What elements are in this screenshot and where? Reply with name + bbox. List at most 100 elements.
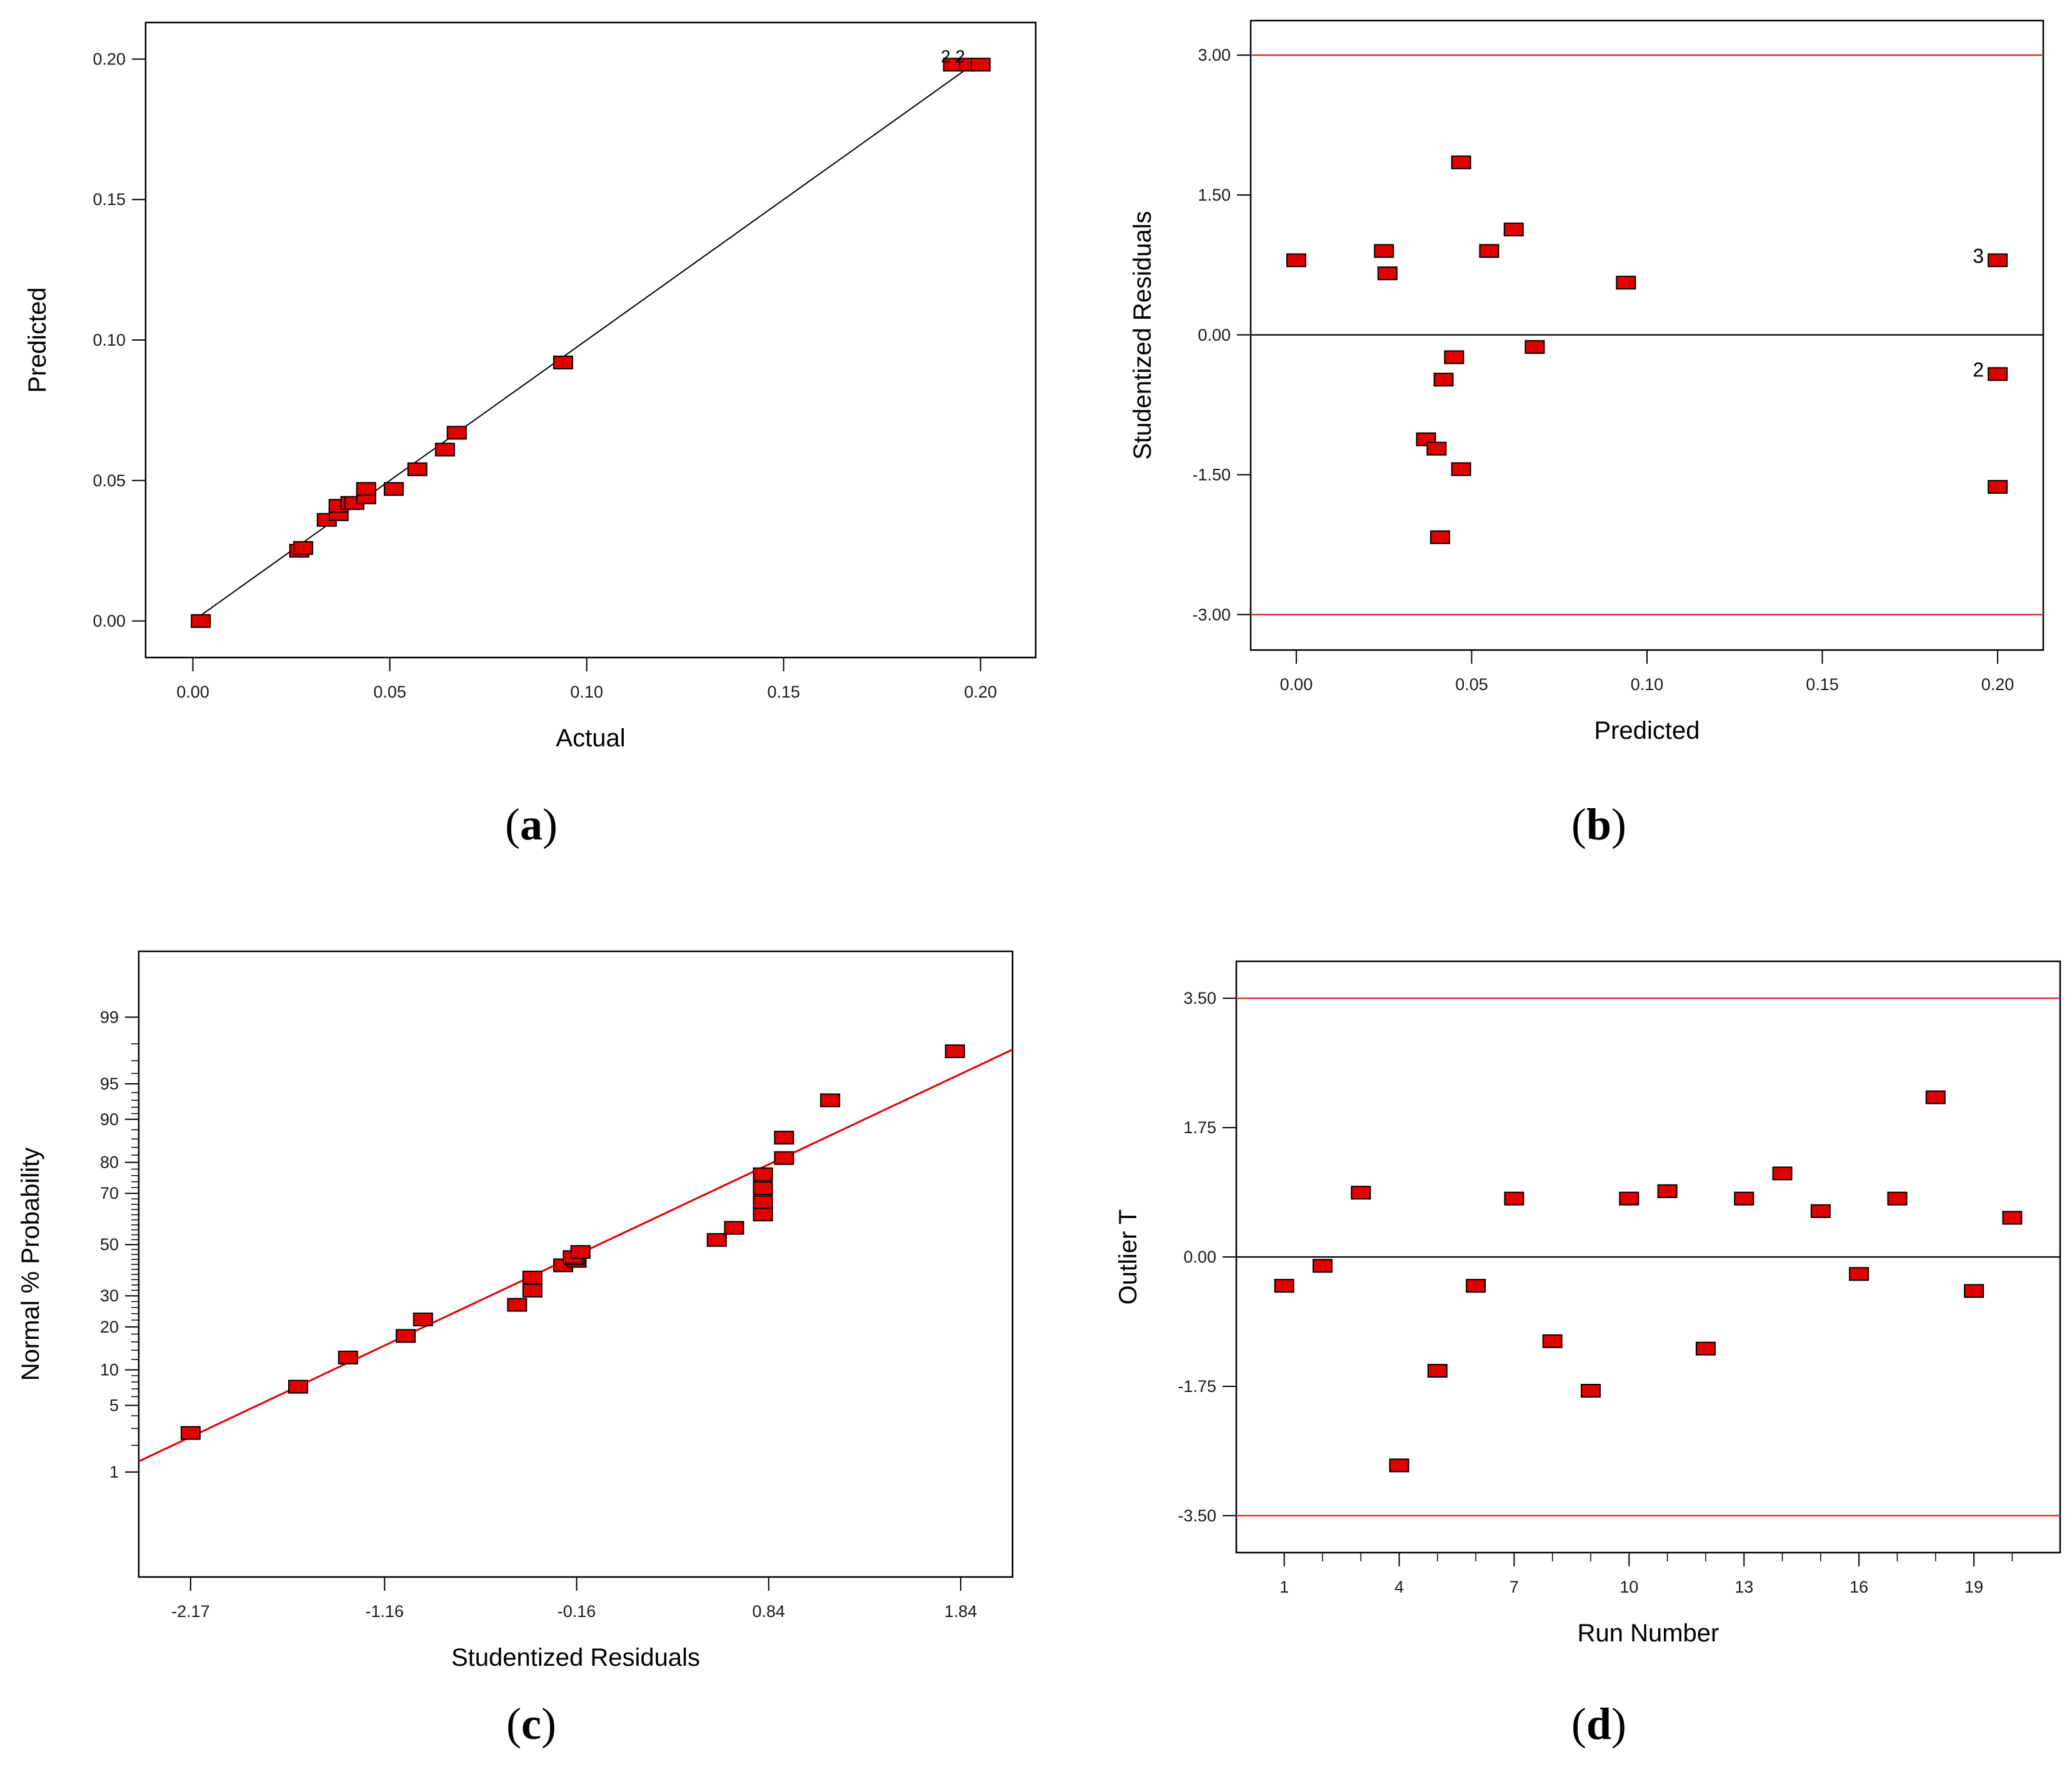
data-point (1503, 223, 1524, 237)
data-point (407, 462, 428, 476)
chart-b: -3.00 -1.50 0.00 1.50 3.00 0.00 0.05 0.10 0.15 0.… (1129, 19, 2044, 849)
data-point (1374, 244, 1394, 258)
x-axis-title: Predicted (1594, 717, 1700, 744)
y-tick-label: -3.50 (1178, 1506, 1216, 1525)
data-point (706, 1233, 727, 1247)
y-tick-label: -1.50 (1192, 466, 1231, 484)
y-tick-label: 0.00 (1198, 326, 1231, 344)
y-tick-label: 90 (100, 1110, 119, 1129)
y-tick-label: 0.10 (93, 331, 126, 349)
data-point (1389, 1458, 1409, 1473)
chart-a: 0.00 0.05 0.10 0.15 0.20 0.00 0.05 0.10 0.15 0.20… (24, 21, 1037, 849)
data-point (944, 1044, 965, 1058)
data-point (1524, 340, 1545, 354)
chart-d: -3.50 -1.75 0.00 1.75 3.50 1 4 7 10 13 16 19 Run Num… (1114, 960, 2061, 1749)
data-point (2002, 1211, 2023, 1225)
data-point (413, 1312, 433, 1326)
x-tick-label: 16 (1849, 1578, 1868, 1596)
x-tick-label: 4 (1394, 1578, 1404, 1596)
data-point (570, 1244, 591, 1259)
x-tick-label: -0.16 (558, 1602, 596, 1621)
data-point (507, 1298, 528, 1312)
data-point (1444, 350, 1464, 364)
y-axis-title: Studentized Residuals (1129, 211, 1156, 459)
panel-caption: (b) (1571, 799, 1626, 849)
data-point (1542, 1334, 1563, 1348)
data-point (1887, 1191, 1908, 1206)
data-point (753, 1167, 773, 1181)
caption-paren: ) (541, 1699, 556, 1749)
data-point (1274, 1279, 1294, 1293)
data-point (1377, 266, 1398, 281)
data-point (1426, 441, 1447, 456)
x-axis-title: Actual (556, 724, 625, 752)
y-tick-label: -1.75 (1178, 1377, 1216, 1396)
caption-letter: b (1586, 799, 1611, 849)
point-label: 2 (1973, 358, 1984, 381)
data-point (1451, 155, 1471, 169)
x-tick-label: 19 (1964, 1578, 1983, 1596)
x-axis-title: Studentized Residuals (451, 1644, 700, 1671)
x-tick-label: 0.05 (373, 683, 406, 701)
data-point (191, 614, 211, 628)
caption-letter: a (520, 799, 543, 849)
x-tick-label: 0.20 (1981, 675, 2014, 694)
data-point (1810, 1204, 1831, 1218)
caption-paren: ( (1571, 1699, 1586, 1749)
data-point (338, 1350, 358, 1364)
data-point (1657, 1184, 1678, 1198)
y-tick-label: 3.50 (1183, 989, 1216, 1008)
y-tick-label: 10 (100, 1361, 119, 1379)
y-axis-title: Predicted (24, 288, 51, 393)
data-point (1479, 244, 1499, 258)
caption-paren: ( (506, 1699, 521, 1749)
data-point (293, 541, 314, 555)
data-point (1312, 1259, 1333, 1273)
data-point (1619, 1191, 1639, 1206)
data-point (553, 355, 573, 369)
x-tick-label: 0.20 (964, 683, 998, 701)
x-tick-label: 0.10 (1631, 675, 1664, 694)
data-point (1504, 1191, 1524, 1206)
y-tick-label: 0.00 (1183, 1248, 1216, 1266)
data-point (446, 426, 467, 440)
caption-paren: ( (505, 799, 520, 849)
x-axis-title: Run Number (1578, 1619, 1719, 1647)
caption-letter: d (1586, 1699, 1611, 1749)
data-point (1772, 1166, 1793, 1181)
data-point (1429, 530, 1450, 544)
caption-letter: c (521, 1699, 541, 1749)
data-point (1849, 1267, 1869, 1281)
x-tick-label: -1.16 (366, 1602, 404, 1621)
x-tick-label: -2.17 (171, 1602, 210, 1621)
data-point (396, 1329, 416, 1343)
data-point (1466, 1279, 1486, 1293)
y-tick-label: 20 (100, 1318, 119, 1336)
data-point (970, 58, 991, 72)
y-tick-label: -3.00 (1192, 605, 1231, 624)
y-tick-label: 0.20 (93, 49, 126, 68)
data-point (1695, 1341, 1716, 1356)
plot-frame (144, 21, 1037, 659)
y-tick-label: 70 (100, 1184, 119, 1203)
x-tick-label: 0.84 (753, 1602, 786, 1621)
data-point (774, 1151, 794, 1165)
data-point (774, 1131, 794, 1145)
x-tick-label: 0.00 (176, 683, 209, 701)
x-tick-label: 0.00 (1280, 675, 1313, 694)
y-tick-label: 1.75 (1183, 1118, 1216, 1137)
panel-caption: (d) (1571, 1699, 1626, 1749)
data-point (1734, 1191, 1754, 1206)
data-point (1433, 373, 1454, 387)
data-point (356, 482, 376, 496)
x-tick-label: 7 (1509, 1578, 1519, 1596)
data-point (1964, 1284, 1984, 1298)
caption-paren: ) (543, 799, 558, 849)
data-point (1286, 253, 1306, 268)
data-point (724, 1221, 744, 1235)
x-tick-label: 0.15 (1806, 675, 1839, 694)
data-point (522, 1283, 543, 1298)
y-tick-label: 1 (109, 1463, 119, 1481)
caption-paren: ) (1611, 1699, 1626, 1749)
